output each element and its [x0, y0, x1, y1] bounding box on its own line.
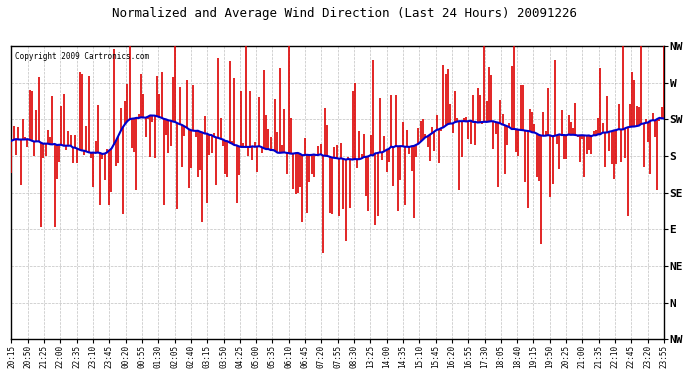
Text: Copyright 2009 Cartronics.com: Copyright 2009 Cartronics.com	[14, 52, 149, 61]
Text: Normalized and Average Wind Direction (Last 24 Hours) 20091226: Normalized and Average Wind Direction (L…	[112, 8, 578, 21]
